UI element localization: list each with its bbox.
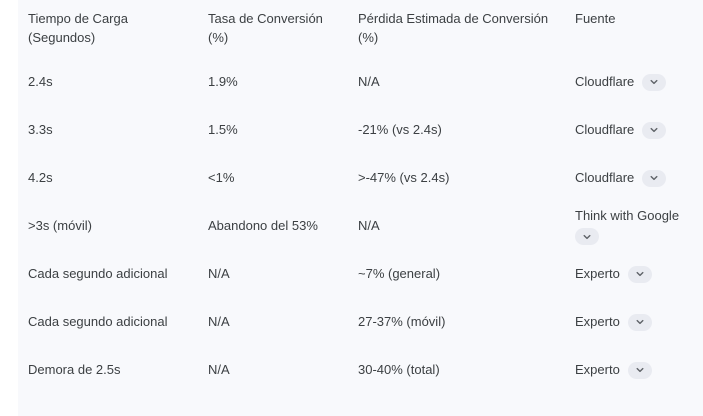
cell-estimated-loss: -21% (vs 2.4s): [358, 121, 575, 140]
cell-estimated-loss: N/A: [358, 73, 575, 92]
cell-estimated-loss: >-47% (vs 2.4s): [358, 169, 575, 188]
column-header-source: Fuente: [575, 10, 703, 29]
source-value: Cloudflare: [575, 73, 635, 89]
cell-source: Cloudflare: [575, 73, 703, 92]
table-header-row: Tiempo de Carga (Segundos) Tasa de Conve…: [28, 0, 703, 58]
data-table-panel: Tiempo de Carga (Segundos) Tasa de Conve…: [18, 0, 703, 416]
column-header-label: Tasa de Conversión (%): [208, 11, 323, 45]
column-header-conversion-rate: Tasa de Conversión (%): [208, 10, 358, 48]
source-value: Think with Google: [575, 207, 680, 223]
source-value: Experto: [575, 265, 620, 281]
cell-load-time: 4.2s: [28, 169, 208, 188]
cell-source: Cloudflare: [575, 121, 703, 140]
source-value: Cloudflare: [575, 121, 635, 137]
chevron-down-icon: [650, 79, 658, 85]
cell-load-time: 3.3s: [28, 121, 208, 140]
estimated-loss-value: N/A: [358, 217, 380, 233]
cell-load-time: Demora de 2.5s: [28, 361, 208, 380]
conversion-rate-value: N/A: [208, 313, 230, 329]
conversion-rate-value: N/A: [208, 361, 230, 377]
chevron-down-icon: [636, 271, 644, 277]
column-header-label: Tiempo de Carga (Segundos): [28, 11, 128, 45]
column-header-label: Fuente: [575, 11, 616, 26]
cell-conversion-rate: Abandono del 53%: [208, 217, 358, 236]
cell-estimated-loss: ~7% (general): [358, 265, 575, 284]
estimated-loss-value: N/A: [358, 73, 380, 89]
estimated-loss-value: -21% (vs 2.4s): [358, 121, 442, 137]
column-header-label: Pérdida Estimada de Conversión (%): [358, 11, 549, 45]
cell-conversion-rate: 1.9%: [208, 73, 358, 92]
cell-source: Experto: [575, 361, 703, 380]
source-expand-button[interactable]: [627, 361, 652, 379]
column-header-estimated-loss: Pérdida Estimada de Conversión (%): [358, 10, 575, 48]
table-body: 2.4s 1.9% N/A Cloudflare 3.3s 1.5% -21% …: [28, 58, 703, 394]
chevron-down-icon: [650, 175, 658, 181]
conversion-rate-value: <1%: [208, 169, 235, 185]
table-row: 3.3s 1.5% -21% (vs 2.4s) Cloudflare: [28, 106, 703, 154]
column-header-load-time: Tiempo de Carga (Segundos): [28, 10, 208, 48]
load-time-value: Cada segundo adicional: [28, 313, 168, 329]
cell-estimated-loss: 27-37% (móvil): [358, 313, 575, 332]
conversion-rate-value: N/A: [208, 265, 230, 281]
conversion-rate-value: 1.5%: [208, 121, 238, 137]
cell-source: Think with Google: [575, 207, 703, 246]
load-time-value: Cada segundo adicional: [28, 265, 168, 281]
table-row: Cada segundo adicional N/A 27-37% (móvil…: [28, 298, 703, 346]
load-time-value: >3s (móvil): [28, 217, 92, 233]
estimated-loss-value: 27-37% (móvil): [358, 313, 446, 329]
table-row: >3s (móvil) Abandono del 53% N/A Think w…: [28, 202, 703, 250]
chevron-down-icon: [636, 367, 644, 373]
estimated-loss-value: >-47% (vs 2.4s): [358, 169, 450, 185]
cell-estimated-loss: N/A: [358, 217, 575, 236]
table-row: Cada segundo adicional N/A ~7% (general)…: [28, 250, 703, 298]
table-row: 4.2s <1% >-47% (vs 2.4s) Cloudflare: [28, 154, 703, 202]
cell-source: Experto: [575, 265, 703, 284]
source-value: Experto: [575, 313, 620, 329]
cell-conversion-rate: N/A: [208, 361, 358, 380]
estimated-loss-value: 30-40% (total): [358, 361, 440, 377]
cell-source: Experto: [575, 313, 703, 332]
cell-conversion-rate: 1.5%: [208, 121, 358, 140]
cell-conversion-rate: <1%: [208, 169, 358, 188]
source-expand-button[interactable]: [642, 121, 667, 139]
source-value: Cloudflare: [575, 169, 635, 185]
table-row: 2.4s 1.9% N/A Cloudflare: [28, 58, 703, 106]
source-expand-button[interactable]: [627, 265, 652, 283]
source-expand-button[interactable]: [627, 313, 652, 331]
conversion-rate-value: Abandono del 53%: [208, 217, 318, 233]
source-value: Experto: [575, 361, 620, 377]
source-expand-button[interactable]: [642, 169, 667, 187]
cell-load-time: Cada segundo adicional: [28, 265, 208, 284]
load-time-value: 2.4s: [28, 73, 53, 89]
cell-load-time: 2.4s: [28, 73, 208, 92]
chevron-down-icon: [650, 127, 658, 133]
cell-conversion-rate: N/A: [208, 265, 358, 284]
cell-load-time: >3s (móvil): [28, 217, 208, 236]
estimated-loss-value: ~7% (general): [358, 265, 441, 281]
source-expand-button[interactable]: [642, 73, 667, 91]
table-row: Demora de 2.5s N/A 30-40% (total) Expert…: [28, 346, 703, 394]
load-time-value: Demora de 2.5s: [28, 361, 121, 377]
conversion-rate-value: 1.9%: [208, 73, 238, 89]
cell-load-time: Cada segundo adicional: [28, 313, 208, 332]
load-time-value: 4.2s: [28, 169, 53, 185]
source-expand-button[interactable]: [575, 228, 599, 246]
chevron-down-icon: [636, 319, 644, 325]
chevron-down-icon: [583, 234, 591, 240]
cell-estimated-loss: 30-40% (total): [358, 361, 575, 380]
cell-source: Cloudflare: [575, 169, 703, 188]
load-time-value: 3.3s: [28, 121, 53, 137]
cell-conversion-rate: N/A: [208, 313, 358, 332]
